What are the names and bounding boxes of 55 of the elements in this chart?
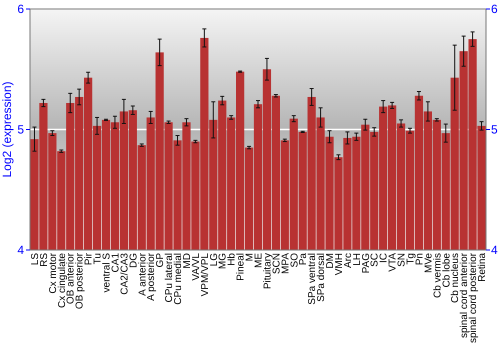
y-tick-label: 6: [17, 2, 24, 16]
y-tick-label: 5: [17, 122, 24, 137]
x-tick-label: DM: [325, 253, 336, 269]
x-tick-label: MVe: [423, 252, 434, 274]
x-tick-label: VMH: [334, 253, 345, 276]
x-tick-label: LH: [352, 253, 363, 266]
x-tick-label: SPa dorsal: [316, 253, 328, 302]
x-tick-label: RS: [38, 252, 50, 267]
x-tick-label: Pn: [414, 253, 426, 266]
x-tick-label: Pir: [84, 252, 95, 266]
x-tick-label: SO: [289, 252, 300, 268]
x-tick-label: Pineal: [236, 253, 247, 281]
x-tick-label: spinal cord anterior: [459, 252, 470, 338]
x-tick-label: LG: [208, 252, 220, 266]
x-tick-label: ventral S: [102, 252, 112, 292]
x-tick-label: VPM/VPL: [200, 252, 211, 296]
x-tick-label: Tu: [92, 253, 104, 264]
x-tick-label: SC: [370, 253, 381, 267]
x-tick-label: OB posterior: [74, 252, 86, 310]
x-tick-label: VTA: [388, 252, 399, 272]
y2-tick-label: 6: [491, 2, 498, 16]
x-tick-label: CPu medial: [173, 253, 184, 305]
x-tick-label: M: [244, 253, 256, 262]
x-tick-label: Hb: [226, 252, 238, 266]
x-tick-label: A posterior: [146, 252, 158, 301]
y-axis-title: Log2 (expression): [0, 81, 14, 178]
x-tick-label: VA/VL: [190, 252, 202, 281]
x-tick-label: A anterior: [137, 252, 148, 296]
x-tick-label: SCN: [271, 253, 282, 274]
x-tick-label: IC: [378, 253, 390, 263]
x-tick-label: LS: [30, 252, 41, 266]
y2-tick-label: 4: [491, 243, 498, 258]
x-tick-label: SN: [396, 253, 408, 267]
x-tick-label: Pa: [298, 252, 310, 266]
x-tick-label: MPA: [280, 252, 292, 274]
x-tick-label: CA1: [110, 252, 122, 272]
x-tick-label: Cb vermis: [432, 253, 444, 298]
x-tick-label: DG: [128, 252, 140, 268]
x-tick-label: Pituitary: [262, 253, 274, 290]
x-tick-label: Tg: [406, 253, 416, 265]
x-tick-label: Cx motor: [48, 252, 59, 294]
x-tick-label: spinal cord posterior: [468, 252, 480, 344]
y-tick-label: 4: [17, 243, 24, 258]
x-tick-label: Arc: [342, 253, 354, 268]
x-tick-label: Cx cingulate: [56, 252, 68, 308]
x-tick-label: Cb nucleus: [450, 253, 462, 304]
x-tick-label: PAG: [360, 252, 372, 274]
x-tick-label: CA2/CA3: [119, 252, 130, 295]
y2-tick-label: 5: [491, 122, 498, 137]
x-tick-label: GP: [155, 252, 166, 268]
x-tick-label: OB anterior: [66, 252, 77, 304]
x-tick-label: Cb lobe: [441, 252, 452, 288]
x-tick-label: ME: [254, 252, 264, 268]
x-tick-label: MD: [182, 253, 193, 269]
x-tick-label: Retina: [477, 252, 488, 282]
